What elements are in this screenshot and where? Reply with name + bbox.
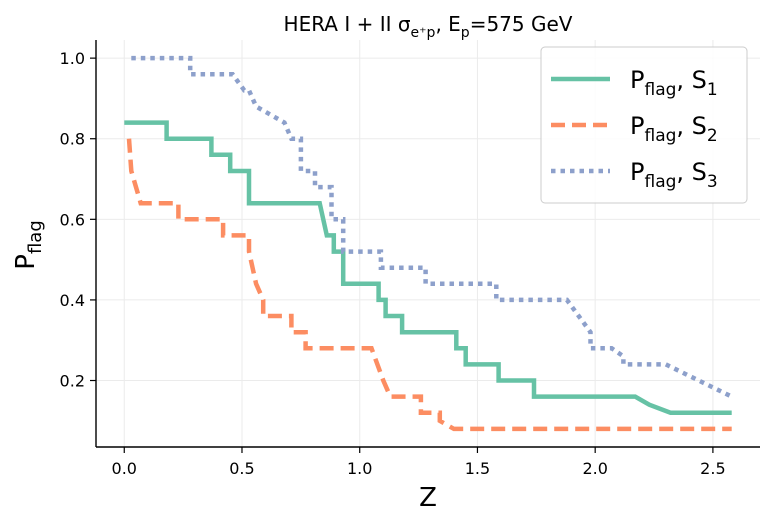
chart-title-main: HERA I + II σ — [284, 12, 411, 36]
x-tick-label: 0.0 — [112, 459, 137, 478]
legend-label-s3: Pflag, S3 — [630, 158, 718, 192]
x-tick-label: 1.5 — [465, 459, 490, 478]
chart-title-subscript: e⁺p — [411, 25, 436, 41]
series-line-s1 — [124, 120, 732, 415]
x-tick-label: 2.5 — [700, 459, 725, 478]
y-axis-label-subscript: flag — [25, 220, 46, 254]
legend: Pflag, S1 Pflag, S2 Pflag, S3 — [540, 46, 748, 204]
legend-box — [540, 46, 748, 204]
y-axis-label: Pflag — [11, 220, 46, 269]
y-tick-label: 0.2 — [60, 372, 85, 391]
y-tick-label: 0.6 — [60, 210, 85, 229]
chart-title-tail2: =575 GeV — [470, 12, 573, 36]
x-axis-label: Z — [419, 483, 437, 513]
y-tick-label: 0.4 — [60, 291, 85, 310]
chart-title: HERA I + II σe⁺p, Ep=575 GeV — [284, 12, 573, 41]
y-axis-label-main: P — [11, 254, 41, 270]
x-tick-label: 2.0 — [582, 459, 607, 478]
tick-layer: 0.0 0.5 1.0 1.5 2.0 2.5 0.2 0.4 0.6 0.8 1.0 — [60, 49, 726, 478]
series-layer — [124, 55, 733, 432]
y-tick-label: 1.0 — [60, 49, 85, 68]
chart-title-subscript-p: p — [461, 25, 470, 41]
legend-label-s2: Pflag, S2 — [630, 112, 718, 146]
series-line-s2 — [126, 138, 732, 432]
chart-title-tail: , E — [435, 12, 460, 36]
series-line-s3 — [131, 55, 733, 399]
x-tick-label: 1.0 — [347, 459, 372, 478]
legend-label-s1: Pflag, S1 — [630, 66, 718, 100]
x-tick-label: 0.5 — [229, 459, 254, 478]
y-tick-label: 0.8 — [60, 130, 85, 149]
